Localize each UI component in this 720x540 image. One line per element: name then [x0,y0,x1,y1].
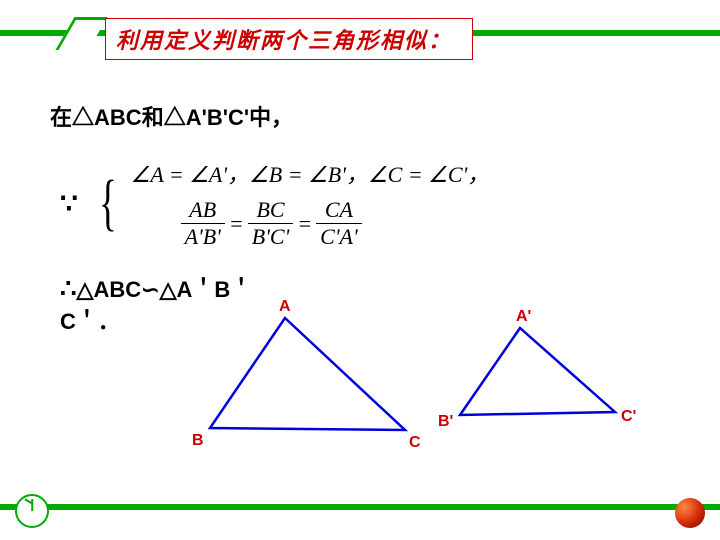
bottom-border-decoration [0,504,720,510]
slide-title: 利用定义判断两个三角形相似： [116,28,452,53]
equals-sign: = [229,211,244,237]
similar-symbol: ∽ [141,277,159,302]
conditions-block: ∵ { ∠A = ∠A'，∠B = ∠B'，∠C = ∠C'， AB A'B' … [60,157,670,251]
therefore-symbol: ∴ [60,274,77,303]
ratio-conditions: AB A'B' = BC B'C' = CA C'A' [181,197,490,251]
frac3-denominator: C'A' [316,224,362,250]
fraction-bc: BC B'C' [248,197,294,251]
clock-icon [15,494,49,528]
frac1-numerator: AB [185,197,220,223]
triangle2-name: △A'B'C' [164,105,249,130]
frac2-denominator: B'C' [248,224,294,250]
because-symbol: ∵ [60,187,78,221]
fraction-ab: AB A'B' [181,197,225,251]
intro-prefix: 在 [50,105,72,130]
frac2-numerator: BC [252,197,288,223]
conclusion-t2: △A＇B＇ [160,277,253,302]
intro-suffix: 中， [249,105,293,130]
vertex-label-c-prime: C' [621,408,636,426]
vertex-label-b-prime: B' [438,413,453,431]
triangle1-name: △ABC [72,105,142,130]
equals-sign: = [297,211,312,237]
vertex-label-c: C [409,434,421,452]
fraction-ca: CA C'A' [316,197,362,251]
frac3-numerator: CA [321,197,357,223]
angle-conditions: ∠A = ∠A'，∠B = ∠B'，∠C = ∠C'， [131,157,490,189]
vertex-label-a-prime: A' [516,308,531,326]
vertex-label-a: A [279,298,291,316]
conclusion-t2b: C＇ [60,309,98,334]
period: ． [98,309,120,334]
title-box: 利用定义判断两个三角形相似： [105,18,473,60]
conditions: ∠A = ∠A'，∠B = ∠B'，∠C = ∠C'， AB A'B' = BC… [131,157,490,251]
triangle-small [460,328,615,415]
triangles-svg [200,310,680,470]
intro-line: 在△ABC和△A'B'C'中， [50,100,670,132]
conclusion-t1: △ABC [77,277,142,302]
brace-left: { [99,179,117,229]
content-area: 在△ABC和△A'B'C'中， ∵ { ∠A = ∠A'，∠B = ∠B'，∠C… [50,100,670,338]
vertex-label-b: B [192,432,204,450]
intro-mid: 和 [142,105,164,130]
triangle-large [210,318,405,430]
globe-icon [675,498,705,528]
frac1-denominator: A'B' [181,224,225,250]
triangles-diagram: A B C A' B' C' [200,310,680,470]
